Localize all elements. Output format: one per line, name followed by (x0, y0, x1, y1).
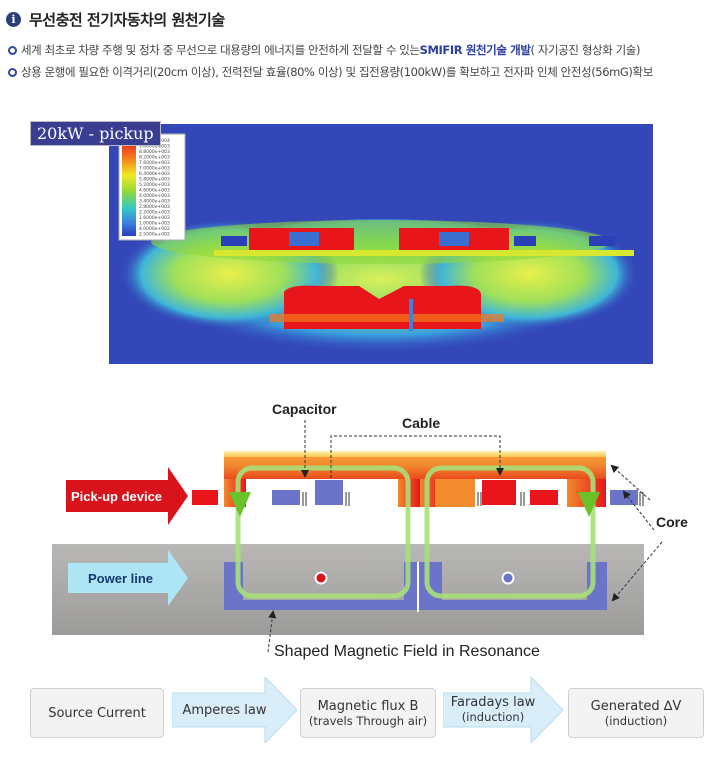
core-label: Core (656, 514, 688, 530)
flow-step-label: Generated ∆V (590, 698, 682, 714)
faradays-sub: (induction) (461, 710, 525, 724)
flow-arrow-amperes: Amperes law (172, 677, 297, 743)
legend-value: 2.2000e+003 (139, 210, 170, 216)
legend-value: 2.5000e+002 (139, 232, 170, 238)
legend-value: 5.8000e+003 (139, 177, 170, 183)
legend-value: 7.0000e+003 (139, 166, 170, 172)
bullet-text-tail: ( 자기공진 형상화 기술) (530, 43, 641, 57)
bullet-text: 세계 최초로 차량 주행 및 정차 중 무선으로 대용량의 에너지를 안전하게 … (21, 43, 420, 57)
bullet-icon (8, 67, 17, 77)
power-line-core (224, 562, 423, 610)
capacitor-block (272, 490, 300, 505)
field-direction-arrow (229, 492, 251, 517)
cable-label: Cable (402, 415, 440, 431)
capacitor-label: Capacitor (272, 401, 337, 417)
legend-value: 1.6000e+003 (139, 215, 170, 221)
field-direction-arrow (578, 492, 600, 517)
legend-value: 5.2000e+003 (139, 182, 170, 188)
power-line-arrow (68, 550, 188, 606)
flow-step-sublabel: (travels Through air) (308, 713, 428, 728)
field-label: Shaped Magnetic Field in Resonance (274, 643, 540, 660)
legend-value: 8.2000e+003 (139, 155, 170, 161)
section-title: i 무선충전 전기자동차의 원천기술 (6, 8, 225, 30)
magnetic-field-loop (235, 465, 596, 599)
legend-value: 6.4000e+003 (139, 171, 170, 177)
flow-step-generated: Generated ∆V (induction) (568, 688, 704, 738)
power-line-core (423, 562, 607, 610)
flow-step-source: Source Current (30, 688, 164, 738)
induction-flow: Source Current Amperes law Magnetic flux… (0, 675, 710, 765)
field-simulation-image: 1.0000e+0049.4000e+0038.8000e+0038.2000e… (109, 124, 653, 364)
legend-value: 3.4000e+003 (139, 199, 170, 205)
legend-value: 4.0000e+002 (139, 226, 170, 232)
legend-value: 4.6000e+003 (139, 188, 170, 194)
info-icon: i (6, 11, 21, 27)
pickup-schematic: Capacitor Cable Core Pick-up device Powe… (0, 390, 710, 670)
power-line-label: Power line (88, 571, 153, 586)
flow-arrow-faradays: Faradays law (induction) (443, 677, 563, 743)
legend-value: 4.0000e+003 (139, 193, 170, 199)
flow-step-label: Magnetic flux B (317, 698, 419, 714)
bullet-text: 상용 운행에 필요한 이격거리(20cm 이상), 전력전달 효율(80% 이상… (21, 65, 653, 79)
flow-step-label: Source Current (48, 705, 146, 721)
bullet-item-1: 세계 최초로 차량 주행 및 정차 중 무선으로 대용량의 에너지를 안전하게 … (8, 42, 640, 58)
flow-step-magnetic-flux: Magnetic flux B (travels Through air) (300, 688, 436, 738)
pickup-device-label: Pick-up device (71, 489, 162, 504)
page-title: 무선충전 전기자동차의 원천기술 (29, 10, 225, 29)
faradays-main: Faradays law (450, 695, 536, 710)
flow-arrow-label: Faradays law (induction) (451, 695, 536, 725)
bullet-icon (8, 45, 17, 55)
legend-value: 9.4000e+003 (139, 144, 170, 150)
legend-value: 1.0000e+003 (139, 221, 170, 227)
bullet-item-2: 상용 운행에 필요한 이격거리(20cm 이상), 전력전달 효율(80% 이상… (8, 64, 653, 80)
bullet-highlight: SMIFIR 원천기술 개발 (419, 43, 531, 57)
legend-value: 2.8000e+003 (139, 204, 170, 210)
legend-value: 8.8000e+003 (139, 149, 170, 155)
legend-value: 7.6000e+003 (139, 160, 170, 166)
flow-step-sublabel: (induction) (604, 713, 668, 728)
simulation-label: 20kW - pickup (30, 121, 161, 146)
flow-arrow-label: Amperes law (182, 702, 267, 718)
pickup-device-arrow (66, 467, 188, 525)
